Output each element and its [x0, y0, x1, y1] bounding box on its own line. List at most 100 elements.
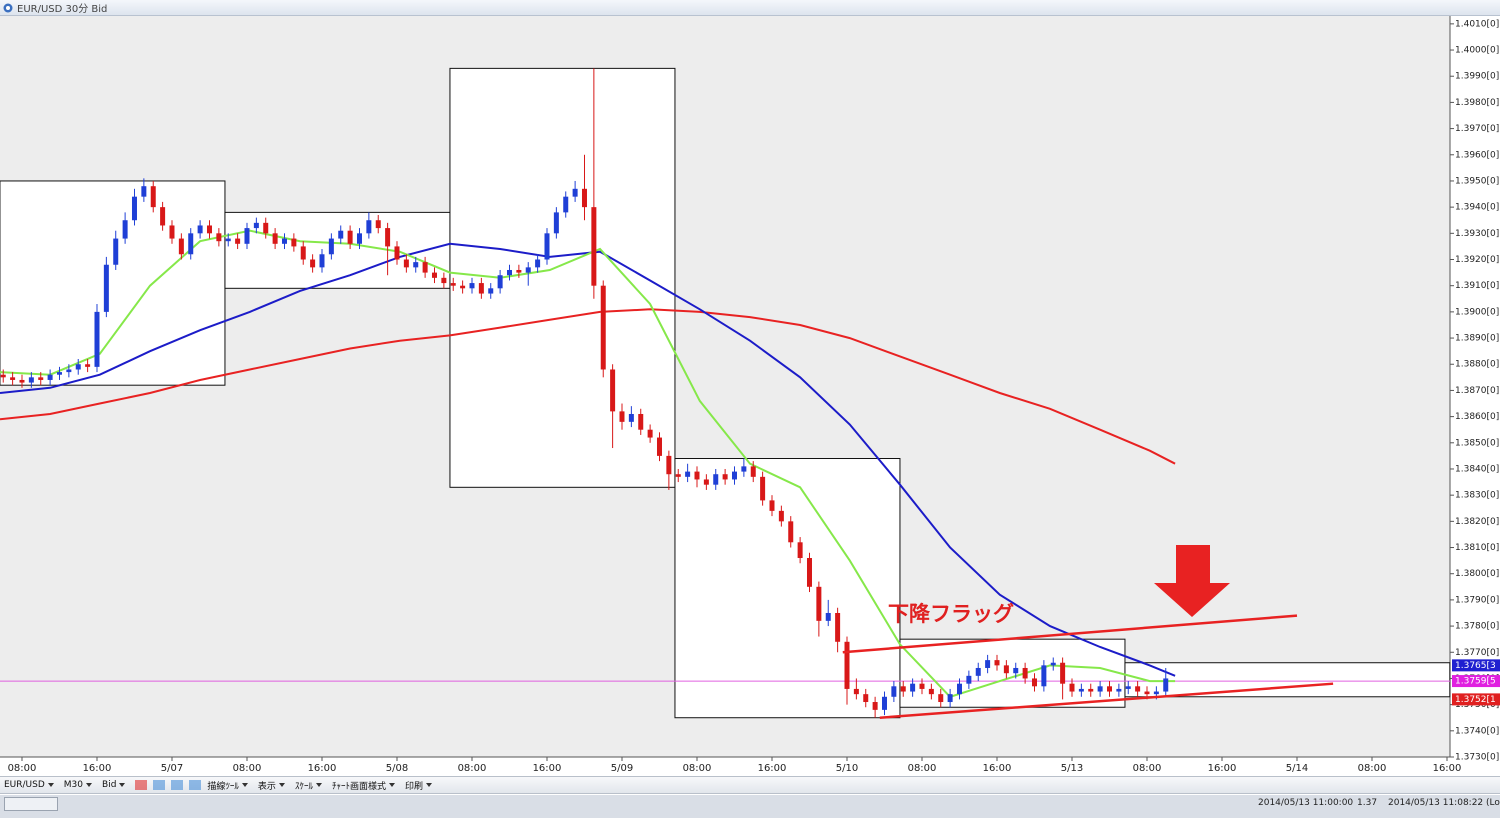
y-tick-label: 1.3840[0] [1455, 464, 1499, 474]
toolbar-menu[interactable]: ｽｹｰﾙ [295, 779, 322, 792]
candle-body [685, 471, 691, 477]
candle-body [647, 429, 653, 438]
candle-body [235, 238, 241, 244]
candle-body [619, 411, 625, 422]
candle-body [1069, 683, 1075, 692]
candle-body [1050, 662, 1056, 666]
candle-body [694, 471, 700, 480]
y-tick-label: 1.3820[0] [1455, 517, 1499, 527]
candle-body [994, 660, 1000, 666]
candle-body [1060, 662, 1066, 684]
x-tick-label: 08:00 [683, 763, 712, 774]
candle-body [928, 688, 934, 695]
candle-body [413, 262, 419, 268]
candle-body [160, 207, 166, 226]
toolbar-menu[interactable]: M30 [64, 780, 92, 790]
price-tag [1452, 675, 1500, 688]
toolbar-menu[interactable]: ﾁｬｰﾄ画面様式 [332, 779, 395, 792]
candle-body [600, 285, 606, 370]
status-price: 1.37 [1357, 798, 1378, 808]
candle-body [1013, 667, 1019, 674]
toolbar-icon[interactable] [189, 780, 202, 790]
y-tick-label: 1.3860[0] [1455, 412, 1499, 422]
candle-body [788, 521, 794, 543]
y-tick-label: 1.4000[0] [1455, 46, 1499, 56]
candle-body [610, 369, 616, 412]
candle-body [591, 207, 597, 286]
x-tick-label: 5/09 [611, 763, 633, 774]
candle-body [375, 220, 381, 229]
candle-body [506, 269, 512, 276]
candle-body [806, 558, 812, 587]
y-tick-label: 1.3870[0] [1455, 386, 1499, 396]
x-tick-label: 08:00 [458, 763, 487, 774]
candle-body [19, 379, 25, 383]
toolbar-icon[interactable] [135, 780, 148, 790]
candle-body [310, 259, 316, 268]
x-tick-label: 5/07 [161, 763, 183, 774]
candle-body [919, 683, 925, 689]
candle-body [66, 369, 72, 373]
toolbar-menu[interactable]: 印刷 [405, 779, 432, 792]
candle-body [1078, 688, 1084, 692]
trendline [879, 682, 1334, 719]
x-tick-label: 16:00 [308, 763, 337, 774]
candle-body [544, 233, 550, 260]
candle-body [103, 264, 109, 312]
candle-body [872, 702, 878, 710]
candle-body [985, 660, 991, 668]
candle-body [469, 283, 475, 289]
session-box [449, 67, 676, 488]
candle-body [422, 262, 428, 273]
candle-body [703, 479, 709, 485]
candle-body [403, 259, 409, 268]
session-box [1124, 662, 1451, 698]
toolbar-icon[interactable] [171, 780, 184, 790]
y-tick-label: 1.4010[0] [1455, 19, 1499, 29]
candle-body [778, 510, 784, 522]
status-bar: 2014/05/13 11:00:00 1.37 2014/05/13 11:0… [0, 795, 1500, 818]
session-box [0, 180, 226, 386]
x-tick-label: 08:00 [908, 763, 937, 774]
toolbar-menu[interactable]: EUR/USD [4, 780, 54, 790]
candle-body [385, 228, 391, 247]
toolbar-menu[interactable]: Bid [102, 780, 125, 790]
candle-body [863, 694, 869, 703]
y-tick-label: 1.3880[0] [1455, 360, 1499, 370]
candle-body [94, 311, 100, 367]
candle-body [525, 267, 531, 273]
candle-body [450, 283, 456, 286]
scrollbar[interactable] [4, 797, 58, 811]
candle-body [85, 364, 91, 367]
y-tick-label: 1.3730[0] [1455, 753, 1499, 763]
candle-body [75, 364, 81, 370]
candle-body [216, 233, 222, 242]
y-tick-label: 1.3980[0] [1455, 98, 1499, 108]
toolbar-icon[interactable] [153, 780, 166, 790]
y-tick-label: 1.3780[0] [1455, 622, 1499, 632]
candle-body [675, 474, 681, 477]
candle-body [169, 225, 175, 239]
time-axis [0, 757, 1450, 776]
candle-body [844, 641, 850, 689]
toolbar-menu[interactable]: 表示 [258, 779, 285, 792]
price-tag [1452, 693, 1500, 706]
candle-body [300, 246, 306, 260]
x-tick-label: 16:00 [758, 763, 787, 774]
candle-body [722, 474, 728, 480]
y-tick-label: 1.3990[0] [1455, 72, 1499, 82]
price-tag [1452, 659, 1500, 672]
candle-body [1116, 688, 1122, 692]
y-tick-label: 1.3890[0] [1455, 334, 1499, 344]
annotation: 下降フラッグ [888, 602, 1014, 626]
candle-body [1003, 665, 1009, 674]
candle-body [1163, 678, 1169, 692]
app-icon [3, 3, 13, 12]
candle-body [910, 683, 916, 692]
toolbar-menu[interactable]: 描線ﾂｰﾙ [207, 779, 248, 792]
candle-body [628, 413, 634, 422]
candle-body [516, 269, 522, 273]
x-tick-label: 08:00 [1358, 763, 1387, 774]
x-tick-label: 16:00 [1208, 763, 1237, 774]
candle-body [131, 196, 137, 221]
